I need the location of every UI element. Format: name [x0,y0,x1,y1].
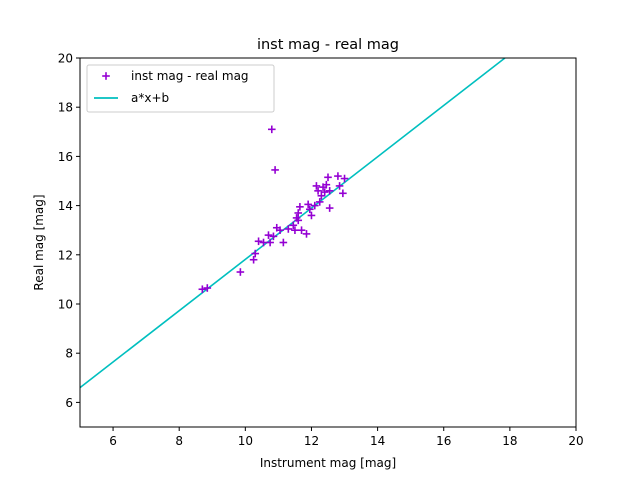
data-point [322,180,331,189]
data-point [269,232,278,241]
y-tick-label: 20 [58,52,73,66]
data-point [306,205,314,214]
x-tick-label: 8 [175,434,183,448]
y-tick-label: 8 [65,347,73,361]
x-tick-label: 20 [568,434,583,448]
plot-frame [79,57,577,428]
data-point [294,216,303,225]
data-point [236,268,245,276]
data-point [289,221,298,230]
legend-scatter-marker [102,72,110,80]
data-point [296,203,304,211]
y-tick-label: 6 [65,396,73,410]
legend-label-line: a*x+b [131,91,169,105]
data-point [324,173,332,182]
data-point [271,166,279,174]
data-point [325,187,334,195]
data-point [302,230,311,238]
x-tick-label: 16 [436,434,451,448]
data-point [266,238,274,247]
data-point [335,182,344,190]
x-tick-label: 6 [109,434,117,448]
y-axis-label: Real mag [mag] [32,194,46,290]
y-tick-label: 16 [58,150,73,164]
data-point [320,188,329,196]
x-tick-label: 14 [370,434,385,448]
data-point [259,238,268,247]
data-point [203,284,212,292]
data-point [249,255,258,264]
x-tick-label: 12 [304,434,319,448]
y-axis: 6 8 10 12 14 16 18 20 [58,52,80,410]
data-point [312,182,321,190]
chart-title: inst mag - real mag [257,37,399,53]
y-tick-label: 14 [58,199,73,213]
data-point [325,204,334,212]
legend-label-scatter: inst mag - real mag [131,69,249,83]
data-point [198,285,207,294]
legend: inst mag - real mag a*x+b [86,64,275,113]
legend-box [86,64,275,113]
plot-area [80,58,506,389]
data-point [267,125,276,134]
data-point [251,249,260,258]
data-point [279,238,288,247]
data-point [304,200,312,209]
data-point [339,189,347,198]
data-point [310,201,319,210]
data-point [294,209,303,217]
data-point [340,174,349,183]
data-point [307,211,316,220]
fit-line [80,58,506,389]
x-axis-label: Instrument mag [mag] [260,456,396,470]
data-point [264,231,273,239]
data-point [284,225,293,233]
data-point [334,172,342,180]
data-point [276,226,284,234]
x-axis: 6 8 10 12 14 16 18 20 [109,427,584,448]
x-tick-label: 18 [502,434,517,448]
data-point [297,226,306,234]
x-tick-label: 10 [238,434,253,448]
y-tick-label: 12 [58,248,73,262]
y-tick-label: 18 [58,101,73,115]
data-point [291,226,299,234]
legend-plus-icon [102,72,110,80]
data-point [254,237,263,246]
y-tick-label: 10 [58,298,73,312]
data-point [315,198,324,206]
data-point [314,187,322,195]
